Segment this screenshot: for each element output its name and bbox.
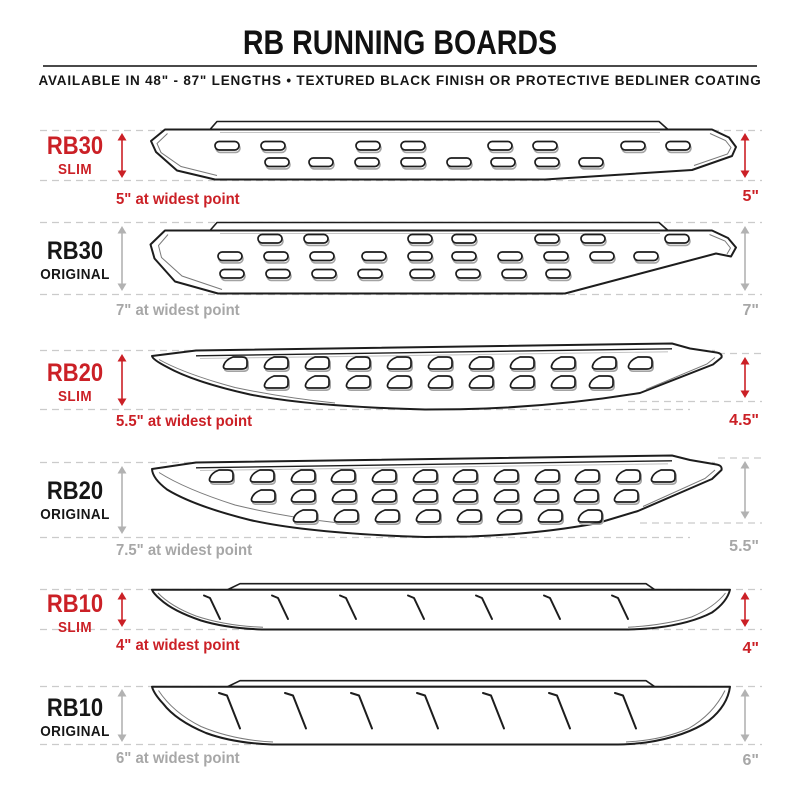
widest-point-label-rb30-slim: 5" at widest point	[116, 191, 240, 208]
model-variant: SLIM	[57, 619, 93, 636]
model-label-rb30-slim: RB30 SLIM	[15, 132, 135, 178]
model-name: RB20	[46, 477, 104, 505]
model-name: RB10	[46, 590, 104, 618]
widest-point-label-rb30-original: 7" at widest point	[116, 302, 240, 319]
title-divider	[43, 65, 757, 67]
model-variant: ORIGINAL	[40, 506, 110, 523]
end-width-label-rb20-original: 5.5"	[729, 538, 759, 555]
end-width-label-rb20-slim: 4.5"	[729, 412, 759, 429]
model-name: RB30	[46, 132, 104, 160]
rb10-original-board-drawing	[151, 679, 731, 746]
model-label-rb20-original: RB20 ORIGINAL	[15, 477, 135, 523]
end-width-label-rb30-original: 7"	[742, 302, 759, 319]
widest-point-label-rb20-slim: 5.5" at widest point	[116, 413, 253, 430]
end-width-label-rb30-slim: 5"	[742, 188, 759, 205]
widest-point-label-rb10-original: 6" at widest point	[116, 750, 240, 767]
page-subtitle: AVAILABLE IN 48" - 87" LENGTHS • TEXTURE…	[38, 73, 762, 88]
rb10-slim-board-drawing	[151, 582, 731, 631]
model-variant: SLIM	[57, 161, 93, 178]
model-name: RB30	[46, 237, 104, 265]
model-label-rb10-slim: RB10 SLIM	[15, 590, 135, 636]
model-label-rb10-original: RB10 ORIGINAL	[15, 694, 135, 740]
end-width-label-rb10-original: 6"	[742, 752, 759, 769]
rb30-slim-board-drawing	[150, 120, 737, 181]
model-variant: SLIM	[57, 388, 93, 405]
model-name: RB10	[46, 694, 104, 722]
rb20-slim-board-drawing	[151, 342, 723, 411]
widest-point-label-rb20-original: 7.5" at widest point	[116, 542, 253, 559]
model-label-rb30-original: RB30 ORIGINAL	[15, 237, 135, 283]
end-width-label-rb10-slim: 4"	[742, 640, 759, 657]
model-variant: ORIGINAL	[40, 723, 110, 740]
model-variant: ORIGINAL	[40, 266, 110, 283]
model-label-rb20-slim: RB20 SLIM	[15, 359, 135, 405]
widest-point-label-rb10-slim: 4" at widest point	[116, 637, 240, 654]
model-name: RB20	[46, 359, 104, 387]
page-title: RB RUNNING BOARDS	[242, 24, 558, 62]
rb20-original-board-drawing	[151, 454, 723, 538]
rb30-original-board-drawing	[149, 221, 737, 295]
